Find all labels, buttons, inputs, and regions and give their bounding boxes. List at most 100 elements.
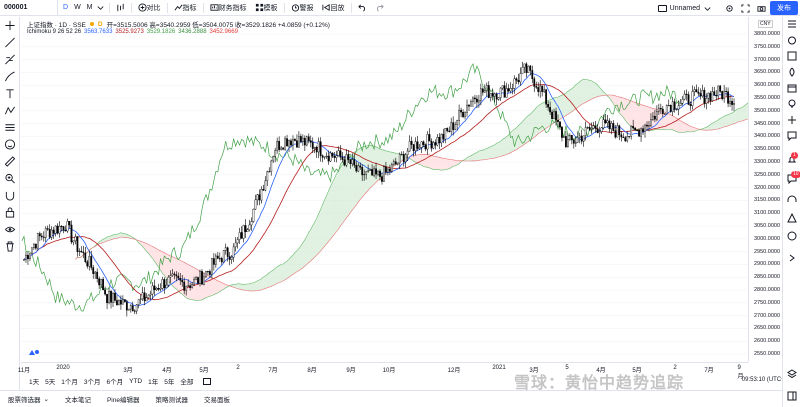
- lock-icon[interactable]: [4, 207, 16, 218]
- replay-button[interactable]: 回放: [318, 0, 349, 16]
- alarm-clock-icon[interactable]: [787, 35, 797, 45]
- bottom-tab[interactable]: 股票筛选器 ⌄: [0, 394, 57, 404]
- gear-icon[interactable]: [725, 4, 734, 13]
- candle: [64, 225, 67, 232]
- magnet-icon[interactable]: [4, 190, 16, 201]
- candle: [373, 165, 375, 178]
- ichimoku-cloud-segment: [336, 170, 339, 232]
- candle: [529, 64, 532, 76]
- range-button[interactable]: 1年: [148, 379, 159, 386]
- watchlist-icon[interactable]: [787, 19, 797, 29]
- ichimoku-cloud-segment: [736, 108, 738, 123]
- candle: [309, 135, 312, 148]
- range-button[interactable]: 全部: [180, 379, 194, 386]
- hotlist-icon[interactable]: [787, 67, 797, 77]
- help-icon[interactable]: [787, 231, 797, 241]
- ichimoku-cloud-segment: [124, 233, 127, 238]
- alerts-badge-button[interactable]: 1: [783, 152, 800, 168]
- bottom-tab[interactable]: 交易面板: [196, 394, 238, 404]
- notifications-badge-button[interactable]: 10: [783, 171, 800, 187]
- price-axis[interactable]: 3800.0000 3750.0000 3700.0000 3650.0000 3600…: [748, 17, 782, 362]
- layout-menu[interactable]: Unnamed: [657, 0, 712, 16]
- brush-icon[interactable]: [4, 71, 16, 82]
- candle: [665, 104, 668, 115]
- text-icon[interactable]: [4, 88, 16, 99]
- prediction-icon[interactable]: [4, 122, 16, 133]
- alert-button[interactable]: 警报: [287, 0, 318, 16]
- data-window-icon[interactable]: [787, 51, 797, 61]
- range-button[interactable]: YTD: [129, 377, 143, 385]
- time-axis[interactable]: 11月 2020 3月 4月 5月 2 7月 8月 9月 10月 12月 2021 3月 5 4月 5月 2 7月…: [18, 362, 748, 380]
- pine-icon[interactable]: [787, 213, 797, 223]
- range-button[interactable]: 1天: [29, 379, 40, 386]
- emoji-icon[interactable]: [4, 139, 16, 150]
- candle: [31, 247, 33, 255]
- price-tick-label: 2750.0000: [754, 299, 780, 306]
- tradingview-logo-icon[interactable]: [28, 348, 40, 356]
- candle: [191, 282, 194, 289]
- range-button[interactable]: 6个月: [106, 379, 124, 386]
- fullscreen-icon[interactable]: [741, 3, 750, 13]
- candle: [559, 121, 561, 131]
- candle: [329, 151, 332, 163]
- financials-button[interactable]: 财务指标: [206, 0, 251, 16]
- bottom-tab[interactable]: 文本笔记: [57, 394, 99, 404]
- goto-date-icon[interactable]: [203, 377, 212, 385]
- candle: [703, 87, 706, 108]
- alerts-badge: 1: [791, 152, 798, 159]
- publish-button[interactable]: 发布: [770, 1, 798, 15]
- bottom-tab[interactable]: 策略测试器: [147, 394, 196, 404]
- crosshair-icon[interactable]: [4, 20, 16, 31]
- ichimoku-cloud-segment: [492, 144, 495, 159]
- interval-d[interactable]: D: [63, 4, 69, 11]
- calendar-icon[interactable]: [787, 83, 797, 93]
- symbol-name[interactable]: 上证指数 · 1D · SSE: [27, 22, 86, 29]
- interval-w[interactable]: W: [74, 4, 81, 11]
- chart-type-button[interactable]: [112, 0, 129, 16]
- ichimoku-cloud-segment: [219, 281, 222, 292]
- compare-button[interactable]: 对比: [134, 0, 165, 16]
- undo-button[interactable]: [354, 0, 371, 16]
- symbol-search[interactable]: 000001: [0, 0, 58, 16]
- ideas-icon[interactable]: [787, 99, 797, 109]
- ichimoku-cloud-segment: [253, 281, 256, 291]
- currency-badge[interactable]: CNY: [758, 20, 773, 28]
- pattern-icon[interactable]: [4, 105, 16, 116]
- indicators-button[interactable]: 指标: [170, 0, 201, 16]
- chat-icon[interactable]: [787, 131, 797, 141]
- candle: [707, 92, 710, 104]
- range-button[interactable]: 5天: [45, 379, 56, 386]
- price-chart[interactable]: [21, 17, 748, 362]
- trend-line-icon[interactable]: [4, 37, 16, 48]
- ichimoku-cloud-segment: [415, 154, 418, 164]
- eye-icon[interactable]: [4, 224, 16, 235]
- candle: [29, 253, 31, 262]
- ichimoku-cloud-segment: [338, 167, 341, 229]
- candle: [86, 259, 89, 269]
- collapse-panel-icon[interactable]: [787, 253, 797, 263]
- streams-icon[interactable]: [787, 115, 797, 125]
- interval-m[interactable]: M: [86, 4, 93, 11]
- headphones-icon[interactable]: [787, 195, 797, 205]
- redo-button[interactable]: [371, 0, 388, 16]
- range-button[interactable]: 5年: [164, 379, 175, 386]
- bottom-tab[interactable]: Pine编辑器: [99, 394, 148, 404]
- candle: [418, 144, 421, 150]
- fib-icon[interactable]: [4, 54, 16, 65]
- ichimoku-cloud-segment: [352, 152, 355, 211]
- candle: [539, 80, 542, 98]
- template-button[interactable]: 模板: [251, 0, 282, 16]
- ichimoku-legend[interactable]: Ichimoku 9 26 52 26 3563.7633 3525.9273 35…: [27, 29, 238, 35]
- dock-icon[interactable]: [787, 391, 797, 401]
- zoom-in-icon[interactable]: [4, 173, 16, 184]
- candle: [557, 114, 559, 127]
- range-button[interactable]: 1个月: [61, 379, 78, 386]
- range-button[interactable]: 3个月: [83, 379, 101, 386]
- ruler-icon[interactable]: [4, 156, 16, 167]
- candle: [185, 285, 188, 296]
- camera-icon[interactable]: [757, 4, 766, 13]
- chevron-down-icon[interactable]: [96, 3, 105, 12]
- layers-icon[interactable]: [787, 369, 797, 379]
- trash-icon[interactable]: [4, 241, 16, 252]
- clock-display[interactable]: 09:53:10 (UTC+8): [741, 377, 790, 383]
